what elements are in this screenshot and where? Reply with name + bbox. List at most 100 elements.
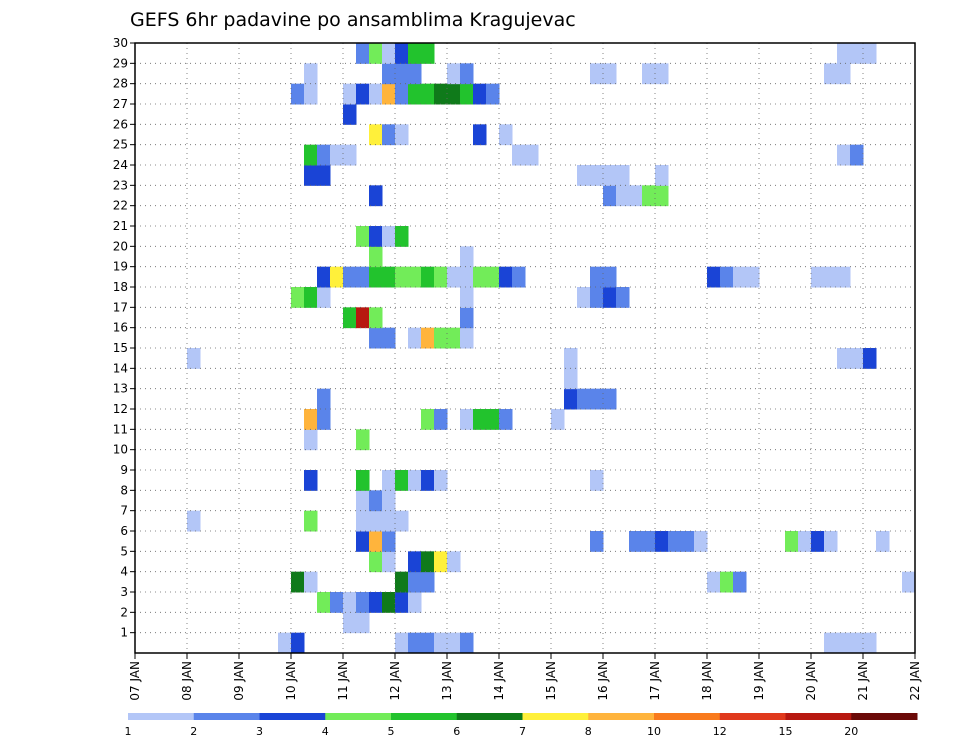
- heatmap-cell: [590, 388, 604, 410]
- heatmap-cell: [304, 165, 318, 186]
- heatmap-cell: [473, 409, 487, 430]
- heatmap-cell: [395, 266, 409, 288]
- heatmap-cell: [382, 43, 396, 64]
- heatmap-cell: [356, 612, 370, 634]
- heatmap-cell: [850, 144, 864, 166]
- heatmap-cell: [811, 266, 825, 288]
- y-tick-label: 2: [120, 605, 128, 619]
- heatmap-cell: [512, 266, 526, 288]
- heatmap-cell: [317, 388, 331, 410]
- colorbar-label: 8: [585, 725, 592, 738]
- heatmap-cell: [343, 612, 357, 634]
- heatmap-cell: [291, 287, 305, 308]
- heatmap-cell: [278, 632, 292, 654]
- heatmap-cell: [304, 83, 318, 105]
- heatmap-cell: [304, 510, 318, 532]
- heatmap-cell: [356, 429, 370, 451]
- heatmap-cell: [577, 388, 591, 410]
- x-tick-label: 17 JAN: [648, 661, 662, 701]
- heatmap-cell: [642, 185, 656, 207]
- heatmap-cell: [655, 185, 669, 207]
- heatmap-cell: [590, 266, 604, 288]
- heatmap-cell: [551, 409, 565, 430]
- heatmap-cell: [629, 185, 643, 207]
- heatmap-cell: [460, 327, 474, 349]
- heatmap-cell: [304, 571, 318, 593]
- heatmap-cell: [837, 632, 851, 654]
- heatmap-cell: [395, 510, 409, 532]
- chart-title: GEFS 6hr padavine po ansamblima Kragujev…: [130, 9, 576, 31]
- heatmap-cell: [382, 531, 396, 552]
- heatmap-cells: [187, 43, 916, 654]
- heatmap-cell: [343, 307, 357, 329]
- heatmap-cell: [694, 531, 708, 552]
- colorbar-label: 20: [844, 725, 858, 738]
- y-axis: 1234567891011121314151617181920212223242…: [113, 36, 135, 640]
- heatmap-cell: [863, 632, 877, 654]
- heatmap-cell: [369, 592, 383, 613]
- heatmap-cell: [395, 43, 409, 64]
- heatmap-cell: [304, 63, 318, 85]
- colorbar-swatch: [785, 713, 852, 720]
- heatmap-cell: [382, 124, 396, 146]
- heatmap-cell: [603, 185, 617, 207]
- y-tick-label: 26: [113, 117, 128, 131]
- x-tick-label: 18 JAN: [700, 661, 714, 701]
- heatmap-cell: [824, 531, 838, 552]
- heatmap-cell: [369, 246, 383, 268]
- heatmap-cell: [850, 632, 864, 654]
- heatmap-cell: [798, 531, 812, 552]
- colorbar-swatch: [719, 713, 786, 720]
- heatmap-cell: [356, 266, 370, 288]
- heatmap-cell: [421, 409, 435, 430]
- x-tick-label: 12 JAN: [388, 661, 402, 701]
- heatmap-cell: [369, 551, 383, 573]
- heatmap-cell: [356, 531, 370, 552]
- x-tick-label: 22 JAN: [908, 661, 922, 701]
- heatmap-cell: [343, 144, 357, 166]
- heatmap-cell: [837, 348, 851, 369]
- heatmap-cell: [382, 490, 396, 512]
- heatmap-cell: [486, 266, 500, 288]
- y-tick-label: 29: [113, 56, 128, 70]
- heatmap-cell: [473, 124, 487, 146]
- heatmap-cell: [317, 266, 331, 288]
- heatmap-cell: [434, 470, 448, 491]
- heatmap-cell: [291, 83, 305, 105]
- heatmap-cell: [408, 327, 422, 349]
- heatmap-cell: [408, 632, 422, 654]
- heatmap-cell: [395, 571, 409, 593]
- heatmap-cell: [304, 287, 318, 308]
- x-tick-label: 13 JAN: [440, 661, 454, 701]
- colorbar-swatch: [851, 713, 918, 720]
- heatmap-cell: [317, 144, 331, 166]
- heatmap-cell: [434, 83, 448, 105]
- heatmap-cell: [564, 388, 578, 410]
- y-tick-label: 13: [113, 382, 128, 396]
- heatmap-cell: [408, 43, 422, 64]
- y-tick-label: 17: [113, 300, 128, 314]
- heatmap-cell: [824, 266, 838, 288]
- heatmap-cell: [395, 63, 409, 85]
- heatmap-cell: [720, 571, 734, 593]
- heatmap-cell: [863, 43, 877, 64]
- heatmap-cell: [369, 307, 383, 329]
- y-tick-label: 3: [120, 585, 128, 599]
- heatmap-cell: [382, 551, 396, 573]
- heatmap-cell: [356, 83, 370, 105]
- heatmap-cell: [330, 592, 344, 613]
- heatmap-cell: [382, 470, 396, 491]
- heatmap-cell: [395, 632, 409, 654]
- heatmap-cell: [330, 144, 344, 166]
- heatmap-cell: [590, 531, 604, 552]
- heatmap-cell: [460, 63, 474, 85]
- heatmap-cell: [655, 531, 669, 552]
- x-tick-label: 10 JAN: [284, 661, 298, 701]
- colorbar-swatch: [325, 713, 392, 720]
- heatmap-cell: [408, 592, 422, 613]
- heatmap-cell: [395, 226, 409, 247]
- heatmap-cell: [317, 409, 331, 430]
- x-tick-label: 19 JAN: [752, 661, 766, 701]
- x-tick-label: 16 JAN: [596, 661, 610, 701]
- y-tick-label: 20: [113, 239, 128, 253]
